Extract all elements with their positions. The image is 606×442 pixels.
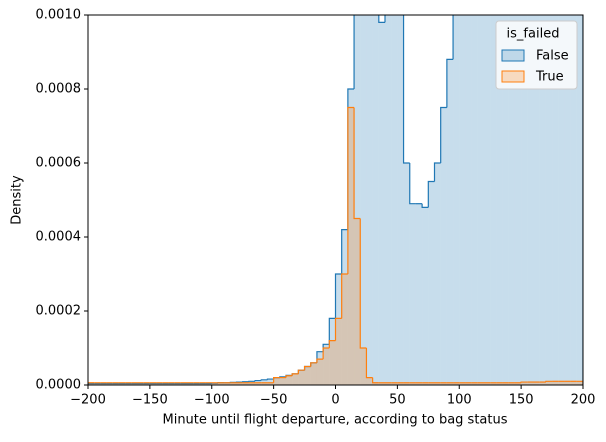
- x-tick-label: 150: [509, 393, 534, 408]
- histogram-bar: [441, 108, 447, 386]
- x-tick-label: −150: [132, 393, 168, 408]
- histogram-bar: [404, 163, 410, 385]
- histogram-bar: [577, 0, 583, 385]
- y-tick-label: 0.0000: [36, 378, 82, 393]
- histogram-bar: [459, 0, 465, 385]
- histogram-bar: [298, 370, 304, 385]
- histogram-bar: [397, 0, 403, 385]
- histogram-bar: [329, 341, 335, 385]
- y-axis-label: Density: [10, 175, 25, 225]
- histogram-bar: [366, 378, 372, 385]
- histogram-bar: [447, 59, 453, 385]
- histogram-bar: [478, 0, 484, 385]
- histogram-step: [404, 0, 410, 163]
- histogram-bar: [410, 204, 416, 385]
- histogram-bar: [305, 367, 311, 386]
- histogram-bar: [342, 274, 348, 385]
- y-tick-label: 0.0008: [36, 82, 82, 97]
- histogram-bar: [348, 108, 354, 386]
- histogram-bar: [391, 0, 397, 385]
- legend-swatch: [502, 71, 524, 82]
- histogram-step: [422, 204, 428, 208]
- x-tick-label: −100: [194, 393, 230, 408]
- y-tick-label: 0.0006: [36, 156, 82, 171]
- histogram-step: [410, 163, 416, 204]
- histogram-bar: [311, 363, 317, 385]
- histogram-bar: [385, 0, 391, 385]
- legend: is_failed False True: [496, 21, 577, 89]
- legend-label: True: [535, 70, 564, 85]
- histogram-bar: [428, 182, 434, 386]
- legend-swatch: [502, 50, 524, 61]
- legend-title: is_failed: [507, 27, 560, 42]
- x-tick-label: −200: [70, 393, 106, 408]
- histogram-bar: [360, 348, 366, 385]
- histogram-bar: [435, 163, 441, 385]
- x-axis-label: Minute until flight departure, according…: [162, 413, 507, 428]
- histogram-bar: [366, 0, 372, 385]
- y-tick-label: 0.0002: [36, 304, 82, 319]
- histogram-bar: [453, 0, 459, 385]
- histogram-bar: [280, 378, 286, 385]
- histogram-bar: [354, 219, 360, 386]
- histogram-bar: [465, 0, 471, 385]
- x-tick-label: 50: [389, 393, 406, 408]
- histogram-bar: [323, 348, 329, 385]
- legend-label: False: [536, 49, 569, 64]
- x-tick-label: 200: [571, 393, 596, 408]
- histogram-bar: [490, 0, 496, 385]
- histogram-bar: [472, 0, 478, 385]
- histogram-bar: [336, 318, 342, 385]
- histogram-step: [379, 0, 385, 22]
- x-tick-label: 0: [331, 393, 339, 408]
- y-tick-label: 0.0004: [36, 230, 82, 245]
- histogram-bar: [317, 359, 323, 385]
- histogram-bar: [286, 376, 292, 385]
- y-tick-label: 0.0010: [36, 8, 82, 23]
- histogram-bar: [379, 22, 385, 385]
- histogram-bar: [360, 0, 366, 385]
- histogram-bar: [484, 0, 490, 385]
- histogram-bar: [274, 378, 280, 385]
- histogram-bar: [422, 207, 428, 385]
- histogram-bar: [416, 204, 422, 385]
- x-tick-label: −50: [260, 393, 287, 408]
- x-tick-label: 100: [447, 393, 472, 408]
- histogram-bar: [373, 0, 379, 385]
- histogram-bar: [292, 374, 298, 385]
